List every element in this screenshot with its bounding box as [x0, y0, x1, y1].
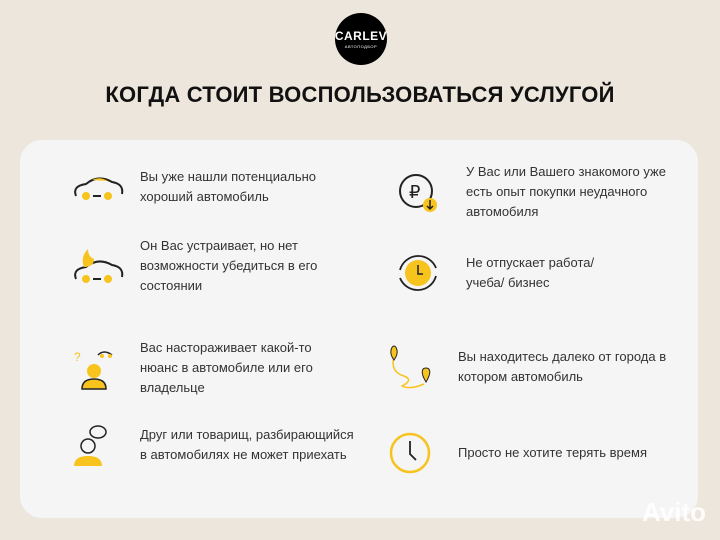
car-icon: [74, 177, 124, 200]
logo-name: CARLEV: [334, 29, 388, 43]
item-text: Он Вас устраивает, но нет возможности уб…: [140, 238, 318, 293]
person-question-car-icon: ?: [74, 350, 113, 390]
item-text: Вы уже нашли потенциально хороший автомо…: [140, 169, 317, 204]
clock-icon: [389, 432, 431, 474]
item-text: Вы находитесь далеко от города в котором…: [458, 349, 667, 384]
list-item: Просто не хотите терять время: [380, 428, 690, 478]
person-chat-icon: [74, 425, 107, 466]
page-title: КОГДА СТОИТ ВОСПОЛЬЗОВАТЬСЯ УСЛУГОЙ: [105, 82, 615, 107]
item-text: У Вас или Вашего знакомого уже есть опыт…: [466, 164, 666, 219]
list-item: ₽ У Вас или Вашего знакомого уже есть оп…: [388, 162, 688, 222]
svg-text:₽: ₽: [409, 182, 420, 203]
list-item: Не отпускает работа/учеба/ бизнес: [388, 248, 628, 298]
list-item: Он Вас устраивает, но нет возможности уб…: [68, 236, 348, 296]
list-item: ? Вас настораживает какой-то нюанс в авт…: [68, 338, 348, 398]
route-pins-icon: [390, 345, 431, 389]
reasons-card: Вы уже нашли потенциально хороший автомо…: [20, 140, 698, 518]
car-fire-icon: [74, 249, 124, 283]
item-text: Друг или товарищ, разбирающийся в автомо…: [140, 427, 354, 462]
logo-sub: АВТОПОДБОР: [344, 44, 378, 49]
watermark: Avito: [641, 497, 706, 527]
item-text: Не отпускает работа/учеба/ бизнес: [466, 255, 595, 290]
list-item: Вы находитесь далеко от города в котором…: [380, 342, 690, 392]
item-text: Просто не хотите терять время: [458, 445, 647, 460]
list-item: Вы уже нашли потенциально хороший автомо…: [68, 162, 348, 212]
list-item: Друг или товарищ, разбирающийся в автомо…: [68, 420, 358, 470]
item-text: Вас настораживает какой-то нюанс в автом…: [140, 340, 313, 395]
logo: CARLEV АВТОПОДБОР: [335, 13, 387, 65]
ruble-down-icon: ₽: [399, 174, 437, 212]
clock-cycle-icon: [399, 255, 437, 291]
svg-text:?: ?: [74, 350, 81, 364]
